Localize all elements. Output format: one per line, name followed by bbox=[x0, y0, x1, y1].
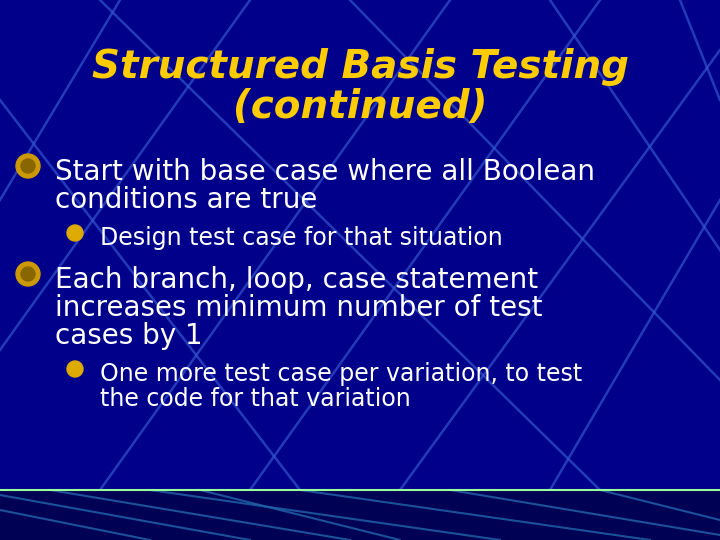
Text: the code for that variation: the code for that variation bbox=[100, 387, 410, 411]
Text: increases minimum number of test: increases minimum number of test bbox=[55, 294, 542, 322]
Text: One more test case per variation, to test: One more test case per variation, to tes… bbox=[100, 362, 582, 386]
Text: (continued): (continued) bbox=[233, 88, 487, 126]
Text: Start with base case where all Boolean: Start with base case where all Boolean bbox=[55, 158, 595, 186]
Text: conditions are true: conditions are true bbox=[55, 186, 318, 214]
Text: cases by 1: cases by 1 bbox=[55, 322, 202, 350]
Bar bbox=[0, 490, 720, 540]
Circle shape bbox=[67, 225, 83, 241]
Text: Structured Basis Testing: Structured Basis Testing bbox=[91, 48, 629, 86]
Circle shape bbox=[67, 361, 83, 377]
Circle shape bbox=[16, 154, 40, 178]
Circle shape bbox=[21, 267, 35, 281]
Circle shape bbox=[16, 262, 40, 286]
Text: Each branch, loop, case statement: Each branch, loop, case statement bbox=[55, 266, 538, 294]
Circle shape bbox=[21, 159, 35, 173]
Text: Design test case for that situation: Design test case for that situation bbox=[100, 226, 503, 250]
